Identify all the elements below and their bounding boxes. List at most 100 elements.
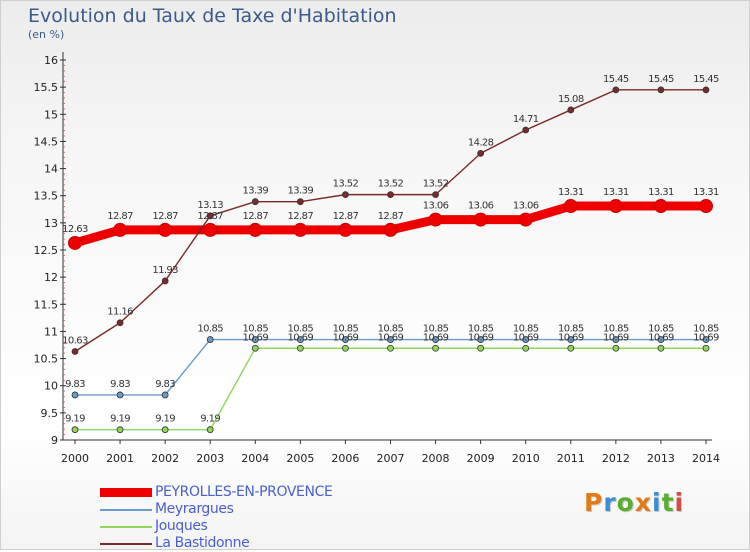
data-point [116, 319, 124, 327]
data-label: 12.87 [333, 211, 359, 222]
y-tick-label: 9.5 [41, 407, 59, 420]
data-point [387, 344, 394, 352]
data-label: 13.39 [242, 186, 268, 197]
data-point [338, 222, 353, 237]
y-tick-label: 16 [44, 54, 58, 67]
data-label: 13.13 [197, 200, 223, 211]
data-label: 10.85 [603, 324, 629, 335]
data-point [342, 344, 349, 352]
data-label: 11.16 [107, 307, 133, 318]
data-point [296, 336, 304, 343]
x-tick-label: 2002 [151, 452, 179, 465]
axes: 9 9.5 10 10.5 11 11.5 12 12.5 13 13.5 14 14.5 15 15.5… [34, 52, 720, 465]
data-point [612, 344, 620, 352]
data-label: 10.69 [288, 332, 314, 343]
proxiti-logo: Proxiti [584, 488, 684, 517]
data-point [387, 191, 394, 199]
data-label: 10.85 [648, 324, 674, 335]
data-point [567, 336, 575, 343]
legend-swatch [100, 509, 152, 511]
legend-label: Meyrargues [155, 501, 234, 517]
data-label: 15.45 [603, 74, 629, 85]
data-label: 10.69 [333, 332, 359, 343]
data-point [653, 199, 668, 214]
data-point [657, 86, 665, 94]
data-label: 10.69 [468, 332, 494, 343]
data-label: 10.85 [513, 324, 539, 335]
y-tick-label: 14.5 [34, 135, 59, 148]
x-tick-label: 2007 [377, 452, 405, 465]
data-point [383, 222, 398, 237]
data-label: 9.19 [65, 414, 85, 425]
x-tick-label: 2008 [422, 452, 450, 465]
legend-swatch [100, 526, 152, 528]
data-point [293, 222, 308, 237]
data-label: 10.69 [378, 332, 404, 343]
data-point [113, 222, 128, 237]
data-label: 13.06 [468, 201, 494, 212]
data-label: 12.87 [288, 211, 314, 222]
data-label: 10.69 [693, 332, 719, 343]
data-point [248, 222, 263, 237]
data-label: 10.63 [62, 336, 88, 347]
data-label: 12.87 [242, 211, 268, 222]
data-point [432, 344, 439, 352]
data-label: 12.87 [107, 211, 133, 222]
logo-letter: i [674, 488, 685, 517]
y-tick-label: 15.5 [34, 81, 59, 94]
data-label: 15.45 [693, 74, 719, 85]
data-label: 13.31 [648, 187, 674, 198]
data-point [428, 212, 443, 227]
data-point [657, 336, 665, 343]
data-label: 12.87 [378, 211, 404, 222]
data-point [251, 198, 259, 206]
data-label: 9.19 [110, 414, 130, 425]
data-labels: 12.63 12.87 12.87 12.87 12.87 12.87 12.87 12.87… [62, 74, 719, 425]
y-tick-label: 15 [44, 108, 58, 121]
data-label: 10.85 [468, 324, 494, 335]
data-point [522, 126, 530, 134]
x-tick-label: 2004 [241, 452, 269, 465]
data-label: 10.85 [378, 324, 404, 335]
legend-label: Jouques [155, 518, 208, 534]
data-label: 10.69 [648, 332, 674, 343]
x-tick-label: 2012 [602, 452, 630, 465]
data-point [296, 344, 304, 352]
y-tick-label: 12.5 [34, 244, 59, 257]
data-point [432, 336, 439, 343]
x-tick-label: 2013 [647, 452, 675, 465]
data-point [68, 235, 82, 250]
data-point [206, 212, 214, 220]
data-label: 9.83 [155, 379, 175, 390]
chart-title: Evolution du Taux de Taxe d'Habitation [28, 5, 397, 27]
data-point [702, 86, 710, 94]
data-point [657, 344, 665, 352]
x-tick-label: 2005 [286, 452, 314, 465]
data-label: 10.69 [513, 332, 539, 343]
data-label: 10.85 [242, 324, 268, 335]
data-point [477, 149, 485, 157]
y-tick-label: 9 [51, 434, 58, 447]
data-label: 13.52 [423, 179, 449, 190]
legend-label: PEYROLLES-EN-PROVENCE [155, 484, 333, 500]
data-label: 9.83 [65, 379, 85, 390]
x-tick-label: 2009 [467, 452, 495, 465]
legend-swatch [100, 543, 152, 545]
data-point [567, 344, 575, 352]
series-lines [68, 86, 713, 434]
data-point [567, 106, 575, 114]
data-point [477, 336, 485, 343]
data-point [296, 198, 304, 206]
data-point [612, 336, 620, 343]
data-point [473, 212, 488, 227]
data-point [71, 391, 79, 399]
data-point [251, 344, 259, 352]
data-point [161, 426, 169, 434]
data-point [702, 344, 710, 352]
data-label: 10.69 [423, 332, 449, 343]
data-point [563, 199, 578, 214]
y-tick-label: 10.5 [34, 353, 59, 366]
x-tick-label: 2014 [692, 452, 720, 465]
logo-letter: P [584, 488, 604, 517]
